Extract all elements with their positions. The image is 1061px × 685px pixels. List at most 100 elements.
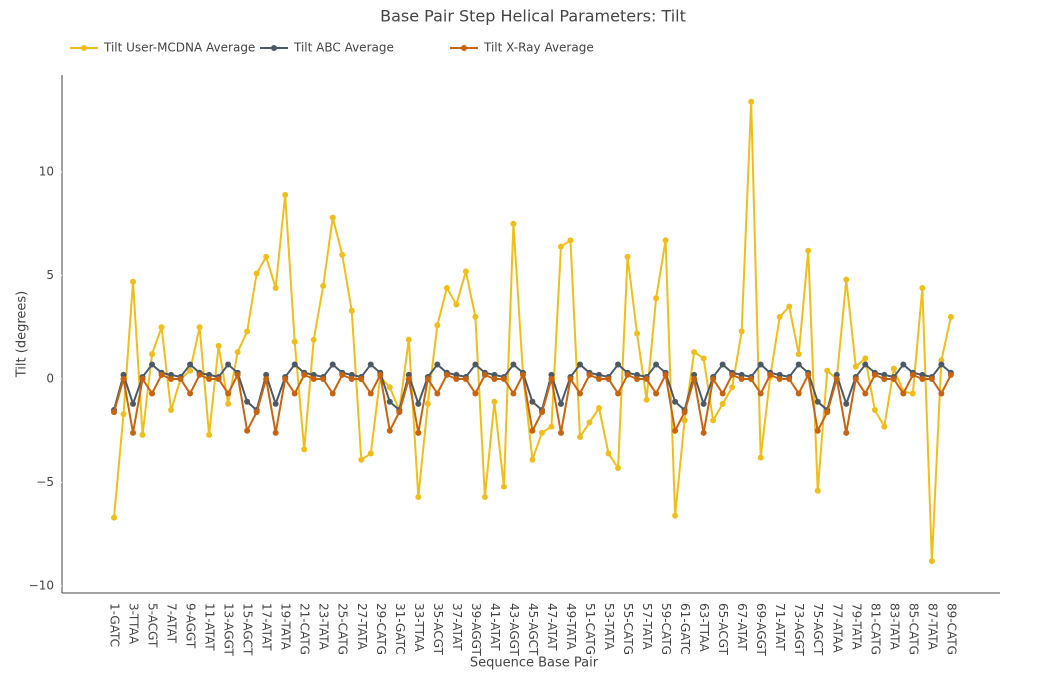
point (748, 376, 755, 383)
point (548, 371, 555, 378)
x-tick-label: 77-ATAA (830, 603, 844, 654)
point (424, 376, 431, 383)
x-tick-label: 3-TTAA (127, 603, 141, 645)
point (291, 390, 298, 397)
point (443, 371, 450, 378)
point (624, 371, 631, 378)
point (576, 361, 583, 368)
point (386, 384, 393, 391)
point (938, 390, 945, 397)
point (329, 361, 336, 368)
point (786, 303, 793, 310)
point (890, 376, 897, 383)
point (653, 390, 660, 397)
point (691, 371, 698, 378)
point (653, 295, 660, 302)
point (500, 376, 507, 383)
point (310, 336, 317, 343)
point (653, 361, 660, 368)
point (700, 429, 707, 436)
x-tick-label: 65-ACGT (716, 603, 730, 656)
point (158, 371, 165, 378)
x-tick-label: 43-AGGT (507, 603, 521, 657)
point (615, 361, 622, 368)
x-tick-label: 35-ACGT (431, 603, 445, 656)
point (272, 284, 279, 291)
x-tick-label: 59-CATG (659, 603, 673, 655)
point (367, 450, 374, 457)
point (586, 371, 593, 378)
point (405, 336, 412, 343)
point (234, 349, 241, 356)
point (738, 376, 745, 383)
point (367, 361, 374, 368)
point (158, 324, 165, 331)
point (919, 284, 926, 291)
point (187, 367, 194, 374)
point (434, 361, 441, 368)
x-tick-label: 89-CATG (944, 603, 958, 655)
point (567, 237, 574, 244)
point (596, 376, 603, 383)
point (139, 376, 146, 383)
x-tick-label: 13-AGGT (222, 603, 236, 657)
point (833, 376, 840, 383)
point (358, 376, 365, 383)
x-tick-label: 53-TATA (602, 603, 616, 651)
point (795, 361, 802, 368)
point (282, 376, 289, 383)
point (748, 98, 755, 105)
point (405, 376, 412, 383)
point (729, 384, 736, 391)
point (462, 376, 469, 383)
point (548, 376, 555, 383)
point (377, 371, 384, 378)
point (111, 514, 117, 521)
x-tick-label: 37-ATAT (450, 603, 464, 651)
point (605, 376, 612, 383)
point (443, 284, 450, 291)
point (234, 371, 241, 378)
point (301, 446, 308, 453)
x-tick-label: 47-ATAT (545, 603, 559, 651)
point (776, 371, 783, 378)
point (244, 328, 251, 335)
point (177, 376, 184, 383)
x-tick-label: 29-CATG (374, 603, 388, 655)
legend-marker (271, 45, 277, 51)
point (339, 251, 346, 258)
point (510, 220, 517, 227)
point (491, 371, 498, 378)
point (576, 433, 583, 440)
x-tick-label: 23-TATA (317, 603, 331, 651)
series-line (113, 101, 952, 562)
point (938, 361, 945, 368)
point (643, 396, 650, 403)
point (472, 390, 479, 397)
point (843, 429, 850, 436)
point (272, 429, 279, 436)
x-tick-label: 55-CATG (621, 603, 635, 655)
legend-label: Tilt ABC Average (293, 41, 394, 55)
x-tick-label: 1-GATC (108, 603, 122, 647)
y-tick-label: 10 (39, 165, 54, 179)
x-tick-label: 31-GATC (393, 603, 407, 655)
point (291, 361, 298, 368)
point (120, 411, 127, 418)
point (187, 361, 194, 368)
x-tick-label: 85-CATG (906, 603, 920, 655)
point (919, 371, 926, 378)
point (557, 429, 564, 436)
point (453, 376, 460, 383)
point (909, 390, 916, 397)
point (672, 427, 679, 434)
point (624, 253, 631, 260)
point (947, 313, 954, 320)
point (548, 423, 555, 430)
point (928, 558, 935, 565)
y-axis-title: Tilt (degrees) (15, 291, 30, 378)
point (795, 390, 802, 397)
y-tick-label: −10 (29, 578, 54, 592)
point (196, 371, 203, 378)
legend-marker (461, 45, 467, 51)
